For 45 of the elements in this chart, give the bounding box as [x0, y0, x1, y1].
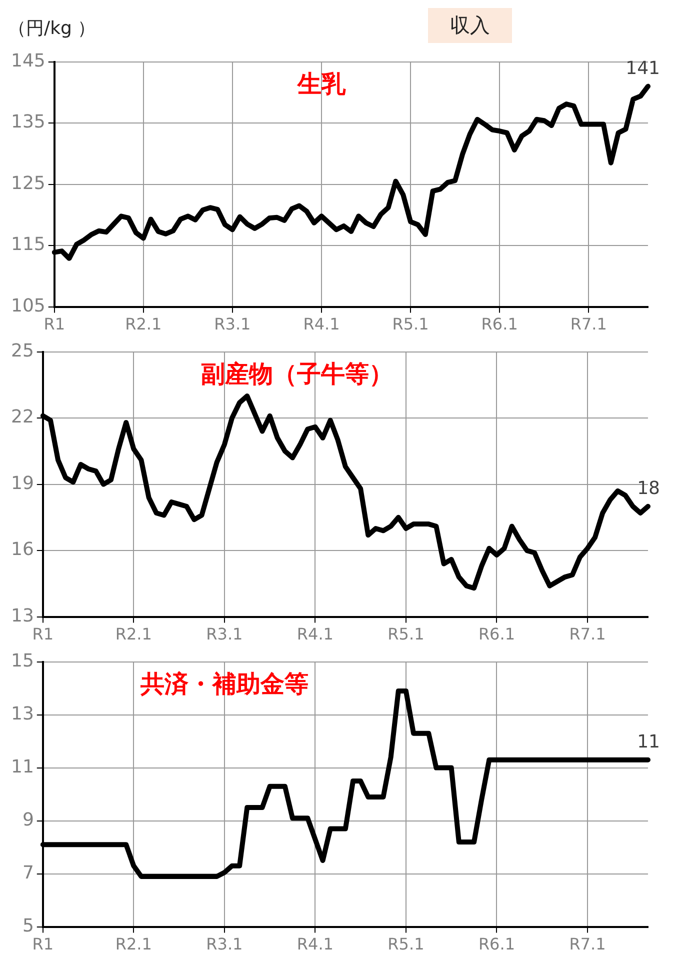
data-label: 18 — [637, 478, 660, 500]
y-tick-label: 25 — [11, 340, 34, 362]
x-tick-label: R2.1 — [115, 624, 152, 644]
y-tick-label: 105 — [10, 295, 46, 316]
y-tick-label: 16 — [11, 539, 34, 560]
data-label: 11 — [637, 732, 660, 753]
y-tick-label: 13 — [11, 605, 34, 626]
y-tick-label: 19 — [11, 472, 34, 494]
x-tick-label: R4.1 — [303, 314, 340, 334]
x-tick-label: R6.1 — [481, 314, 518, 334]
y-tick-label: 7 — [22, 862, 34, 884]
x-tick-label: R3.1 — [206, 934, 243, 954]
x-tick-label: R7.1 — [569, 934, 606, 954]
x-tick-label: R6.1 — [478, 934, 516, 954]
x-tick-label: R1 — [32, 624, 54, 644]
y-tick-label: 11 — [11, 756, 34, 778]
x-tick-label: R4.1 — [296, 624, 334, 644]
y-tick-label: 9 — [22, 809, 34, 830]
chart-title: 副産物（子牛等） — [201, 360, 394, 388]
y-axis-title: （円/kg ） — [8, 17, 96, 40]
x-tick-label: R3.1 — [206, 624, 243, 644]
y-tick-label: 15 — [11, 650, 34, 672]
x-tick-label: R7.1 — [570, 314, 607, 334]
y-tick-label: 13 — [11, 703, 34, 724]
y-tick-label: 22 — [11, 406, 34, 428]
text: 収入 — [428, 8, 512, 43]
x-tick-label: R4.1 — [296, 934, 334, 954]
x-tick-label: R2.1 — [125, 314, 162, 334]
data-label: 141 — [626, 58, 660, 79]
x-tick-label: R1 — [32, 934, 54, 954]
x-tick-label: R2.1 — [115, 934, 152, 954]
x-tick-label: R5.1 — [388, 624, 424, 644]
chart-title: 生乳 — [296, 70, 346, 98]
x-tick-label: R6.1 — [478, 624, 516, 644]
x-tick-label: R3.1 — [214, 314, 251, 334]
y-tick-label: 115 — [10, 234, 46, 256]
y-tick-label: 135 — [10, 112, 46, 133]
x-tick-label: R5.1 — [392, 314, 429, 334]
x-tick-label: R1 — [44, 314, 66, 334]
y-tick-label: 125 — [10, 172, 46, 194]
y-tick-label: 5 — [22, 915, 34, 936]
y-tick-label: 145 — [10, 50, 46, 72]
chart-title: 共済・補助金等 — [139, 670, 308, 698]
x-tick-label: R5.1 — [388, 934, 424, 954]
x-tick-label: R7.1 — [569, 624, 606, 644]
